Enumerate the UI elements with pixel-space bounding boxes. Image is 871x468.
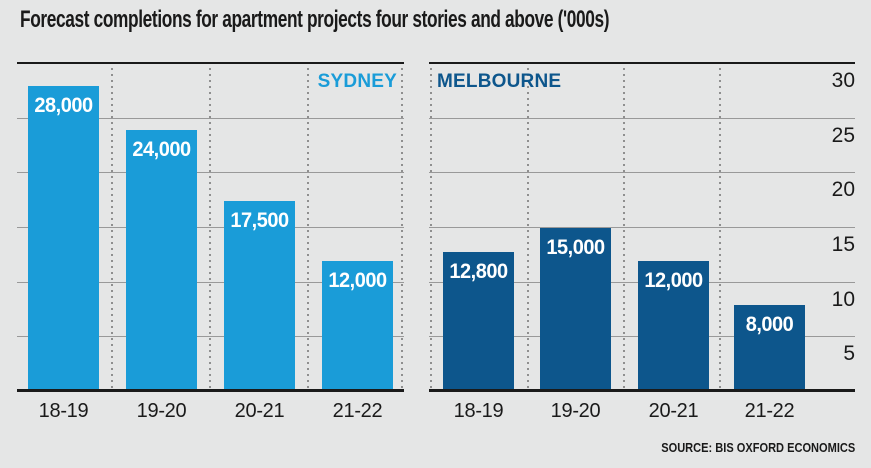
gridline-15 (429, 227, 855, 228)
y-tick-label-25: 25 (831, 123, 855, 147)
y-tick-label-20: 20 (831, 178, 855, 202)
bar-melbourne-19-20: 15,000 (540, 228, 611, 392)
chart-title: Forecast completions for apartment proje… (20, 6, 610, 33)
dotted-separator (401, 68, 403, 389)
x-tick-label-18-19: 18-19 (453, 400, 504, 422)
bar-value-label: 8,000 (745, 312, 794, 336)
sydney-x-axis-line (17, 389, 404, 392)
dotted-separator (307, 68, 309, 389)
dotted-separator (111, 68, 113, 389)
dotted-separator (209, 68, 211, 389)
bar-melbourne-21-22: 8,000 (734, 304, 805, 392)
melbourne-series-label: MELBOURNE (437, 71, 562, 92)
sydney-panel: SYDNEY 28,000 18-19 24,000 19-20 17,500 20-21… (17, 62, 404, 422)
y-tick-label-5: 5 (843, 342, 855, 366)
dotted-separator (623, 68, 625, 389)
sydney-series-label: SYDNEY (317, 71, 397, 92)
dotted-separator (527, 68, 529, 389)
bar-value-label: 12,000 (644, 268, 703, 292)
y-tick-label-30: 30 (831, 69, 855, 92)
y-tick-label-15: 15 (831, 233, 855, 256)
bar-value-label: 12,800 (449, 260, 508, 284)
x-tick-label-19-20: 19-20 (136, 400, 187, 422)
bar-value-label: 15,000 (546, 236, 605, 259)
gridline-20 (429, 172, 855, 174)
dotted-separator (719, 68, 721, 389)
bar-value-label: 28,000 (34, 93, 93, 117)
gridline-25 (429, 117, 855, 119)
bar-sydney-19-20: 24,000 (126, 129, 197, 392)
bar-value-label: 12,000 (328, 268, 387, 292)
bar-sydney-21-22: 12,000 (322, 260, 393, 392)
x-tick-label-21-22: 21-22 (744, 400, 795, 422)
x-tick-label-20-21: 20-21 (648, 400, 699, 422)
x-tick-label-18-19: 18-19 (38, 400, 89, 422)
bar-value-label: 24,000 (132, 137, 191, 161)
bar-melbourne-20-21: 12,000 (638, 260, 709, 392)
bar-value-label: 17,500 (230, 208, 289, 232)
x-tick-label-19-20: 19-20 (550, 400, 601, 422)
bar-melbourne-18-19: 12,800 (443, 252, 514, 392)
dotted-separator (430, 68, 432, 389)
melbourne-x-axis-line (429, 389, 855, 392)
bar-sydney-20-21: 17,500 (224, 200, 295, 392)
y-tick-label-10: 10 (831, 287, 855, 311)
bar-sydney-18-19: 28,000 (28, 85, 99, 392)
source-credit: SOURCE: BIS OXFORD ECONOMICS (660, 440, 855, 455)
x-tick-label-20-21: 20-21 (234, 400, 285, 422)
x-tick-label-21-22: 21-22 (332, 400, 383, 422)
melbourne-panel: MELBOURNE 12,800 18-19 15,000 19-20 12,000 20… (429, 62, 855, 422)
